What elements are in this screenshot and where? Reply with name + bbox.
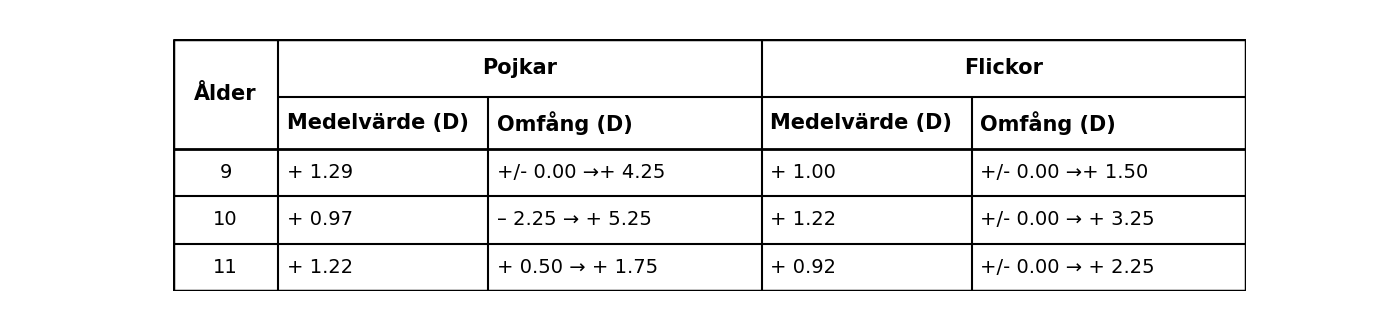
Text: +/- 0.00 →+ 1.50: +/- 0.00 →+ 1.50 — [980, 163, 1149, 182]
Text: – 2.25 → + 5.25: – 2.25 → + 5.25 — [497, 210, 652, 229]
Text: 9: 9 — [219, 163, 231, 182]
Text: + 0.92: + 0.92 — [771, 258, 836, 277]
Text: 10: 10 — [213, 210, 238, 229]
Text: Medelvärde (D): Medelvärde (D) — [771, 113, 952, 133]
Text: 11: 11 — [213, 258, 238, 277]
Text: + 1.29: + 1.29 — [286, 163, 353, 182]
Text: + 1.00: + 1.00 — [771, 163, 836, 182]
Text: Omfång (D): Omfång (D) — [497, 111, 632, 135]
Text: Pojkar: Pojkar — [483, 58, 558, 78]
Text: + 0.50 → + 1.75: + 0.50 → + 1.75 — [497, 258, 657, 277]
Text: + 1.22: + 1.22 — [771, 210, 836, 229]
Text: Medelvärde (D): Medelvärde (D) — [286, 113, 468, 133]
Text: Flickor: Flickor — [965, 58, 1044, 78]
Text: +/- 0.00 →+ 4.25: +/- 0.00 →+ 4.25 — [497, 163, 664, 182]
Text: Ålder: Ålder — [194, 84, 257, 104]
Text: +/- 0.00 → + 2.25: +/- 0.00 → + 2.25 — [980, 258, 1156, 277]
Text: +/- 0.00 → + 3.25: +/- 0.00 → + 3.25 — [980, 210, 1156, 229]
Text: + 1.22: + 1.22 — [286, 258, 353, 277]
Text: Omfång (D): Omfång (D) — [980, 111, 1116, 135]
Text: + 0.97: + 0.97 — [286, 210, 353, 229]
